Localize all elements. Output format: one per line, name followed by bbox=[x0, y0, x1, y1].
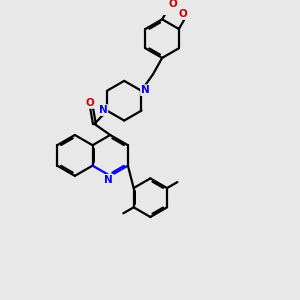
Text: N: N bbox=[141, 85, 150, 95]
Text: O: O bbox=[86, 98, 94, 108]
Text: O: O bbox=[179, 9, 188, 19]
Text: O: O bbox=[169, 0, 178, 9]
Text: N: N bbox=[99, 105, 107, 115]
Text: N: N bbox=[104, 175, 113, 185]
